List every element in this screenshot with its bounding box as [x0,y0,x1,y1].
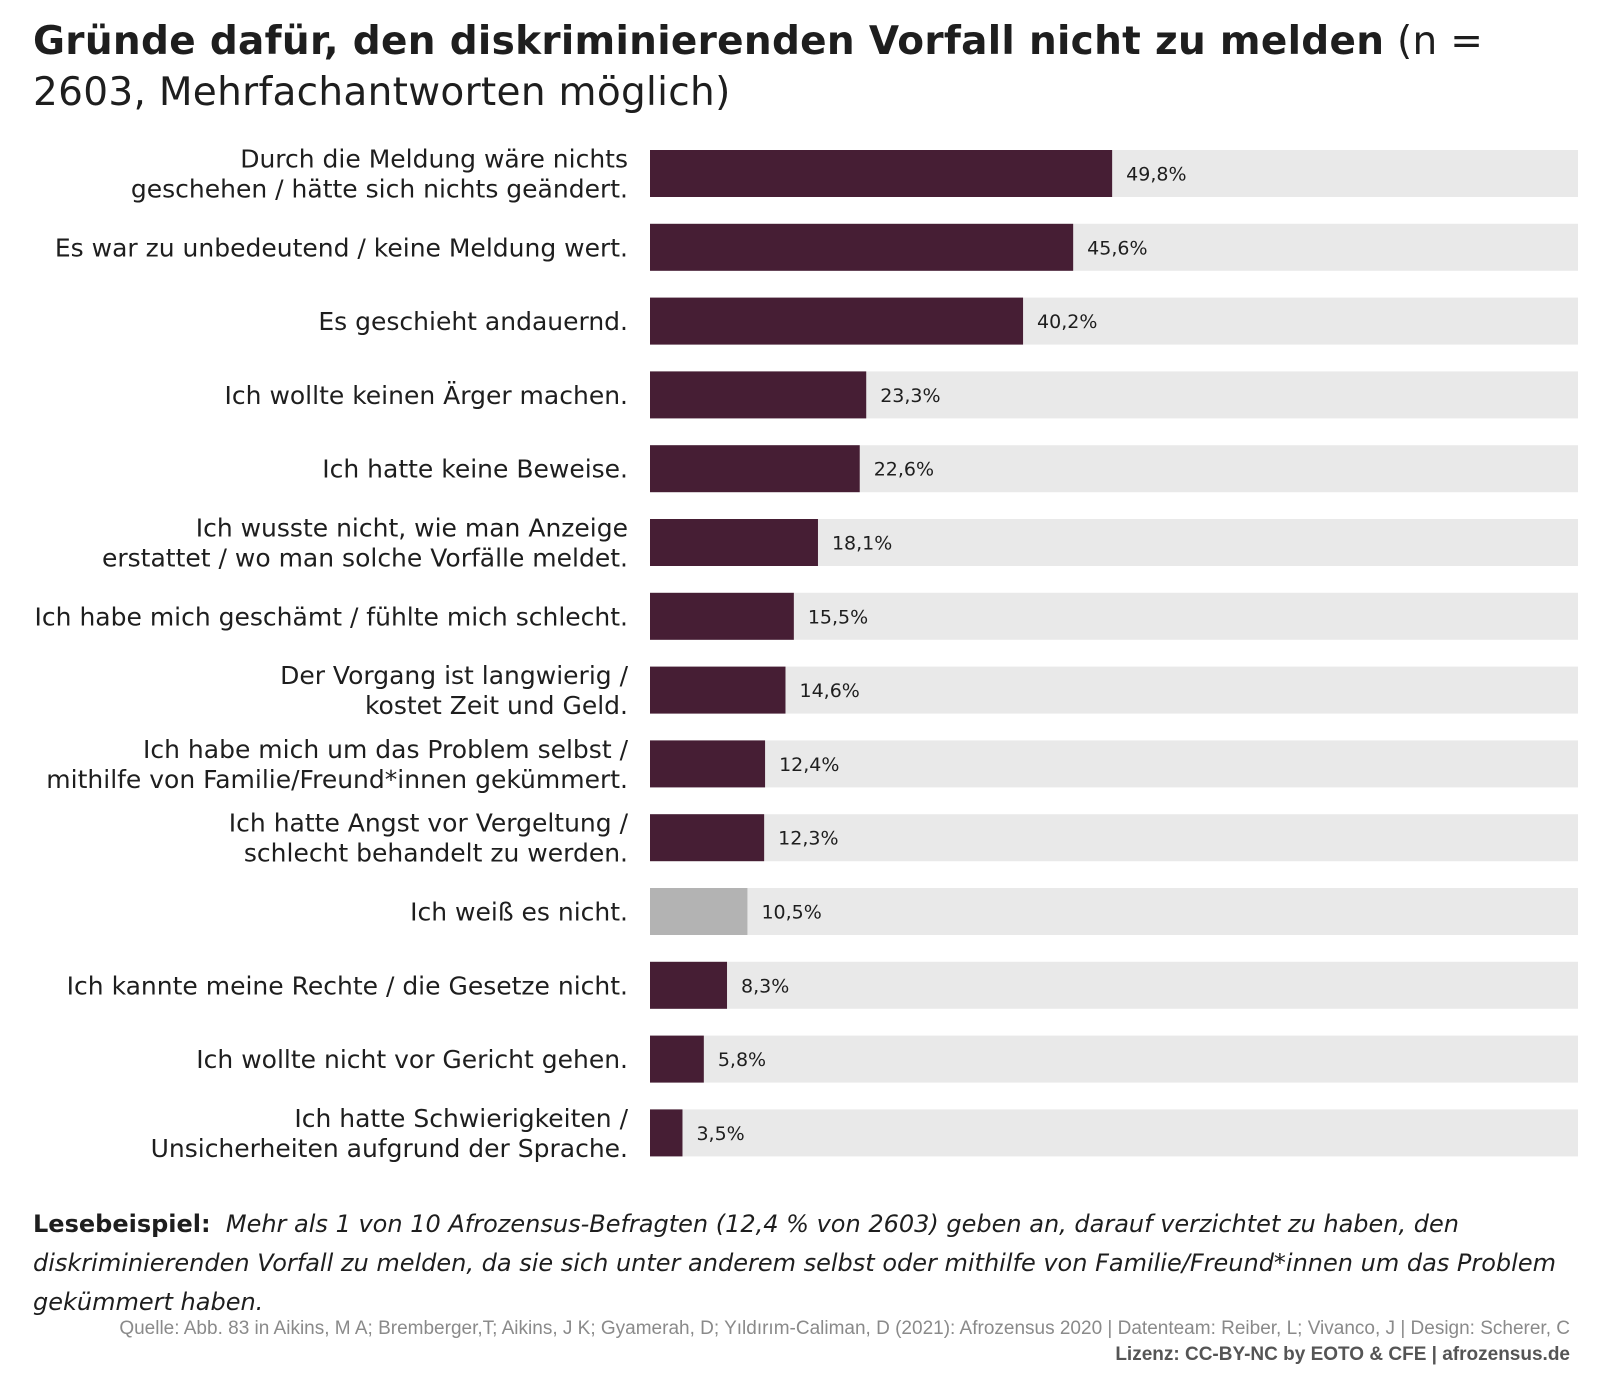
chart-title-note: (n = 2603, Mehrfachantworten möglich) [33,19,1484,115]
bar [650,223,1074,271]
value-label: 5,8% [718,1049,766,1071]
category-label: Ich wusste nicht, wie man Anzeige [196,514,628,543]
category-label: Ich wollte keinen Ärger machen. [225,381,628,410]
category-label: Unsicherheiten aufgrund der Sprache. [151,1134,628,1163]
category-label: Ich habe mich um das Problem selbst / [143,735,629,764]
value-label: 14,6% [799,680,859,702]
value-label: 18,1% [832,533,892,555]
category-label: kostet Zeit und Geld. [365,691,628,720]
category-label: schlecht behandelt zu werden. [244,839,628,868]
value-label: 23,3% [880,385,940,407]
bar-row: 5,8% Ich wollte nicht vor Gericht gehen. [196,1035,1578,1083]
bar-row: 15,5% Ich habe mich geschämt / fühlte mic… [35,592,1578,640]
bar [650,150,1113,197]
bar-row: 8,3% Ich kannte meine Rechte / die Gesetz… [67,961,1578,1009]
value-label: 3,5% [696,1123,744,1145]
reading-example-lead: Lesebeispiel: [33,1210,211,1238]
bar-row: 10,5% Ich weiß es nicht. [410,888,1578,935]
category-label: erstattet / wo man solche Vorfälle melde… [102,544,628,573]
value-label: 40,2% [1037,311,1097,333]
bar [650,519,818,566]
bar-track [650,592,1578,640]
bar-row: 40,2% Es geschieht andauernd. [318,297,1578,345]
value-label: 22,6% [874,459,934,481]
bar-row: 22,6% Ich hatte keine Beweise. [322,445,1578,493]
bar-row: 18,1% Ich wusste nicht, wie man Anzeigeer… [102,514,1578,573]
bar [650,592,794,640]
reading-example-text: Mehr als 1 von 10 Afrozensus-Befragten (… [33,1210,1556,1316]
bar-row: 3,5% Ich hatte Schwierigkeiten /Unsicherh… [151,1104,1578,1163]
bar [650,740,766,788]
bar-row: 12,3% Ich hatte Angst vor Vergeltung /sch… [229,809,1578,868]
bar [650,888,748,935]
category-label: Es geschieht andauernd. [318,307,628,336]
value-label: 10,5% [761,902,821,924]
bar [650,1035,704,1083]
bar [650,666,786,714]
category-label: Durch die Meldung wäre nichts [240,145,628,174]
chart-title: Gründe dafür, den diskriminierenden Vorf… [33,16,1573,118]
category-label: mithilfe von Familie/Freund*innen gekümm… [46,765,628,794]
bar-row: 23,3% Ich wollte keinen Ärger machen. [225,371,1578,419]
category-label: Ich hatte Schwierigkeiten / [294,1104,628,1133]
source-note: Quelle: Abb. 83 in Aikins, M A; Bremberg… [119,1318,1570,1339]
bar [650,445,860,493]
category-label: Ich kannte meine Rechte / die Gesetze ni… [67,971,628,1000]
bar-track [650,961,1578,1009]
chart-title-main: Gründe dafür, den diskriminierenden Vorf… [33,19,1385,64]
bar-row: 14,6% Der Vorgang ist langwierig /kostet … [280,661,1578,720]
reading-example: Lesebeispiel: Mehr als 1 von 10 Afrozens… [33,1205,1573,1322]
bar-track [650,740,1578,788]
category-label: Ich hatte keine Beweise. [322,455,628,484]
category-label: Der Vorgang ist langwierig / [280,661,629,690]
bar-chart: 49,8% Durch die Meldung wäre nichtsgesche… [35,145,1578,1163]
category-label: Ich habe mich geschämt / fühlte mich sch… [35,602,628,631]
bar-track [650,888,1578,935]
category-label: Es war zu unbedeutend / keine Meldung we… [55,233,628,262]
category-label: Ich wollte nicht vor Gericht gehen. [196,1045,628,1074]
bar-track [650,666,1578,714]
bar-row: 49,8% Durch die Meldung wäre nichtsgesche… [131,145,1578,204]
bar-row: 45,6% Es war zu unbedeutend / keine Meldu… [55,223,1578,271]
category-label: geschehen / hätte sich nichts geändert. [131,175,628,204]
bar [650,371,867,419]
bar [650,1109,683,1157]
value-label: 49,8% [1126,164,1186,186]
bar [650,961,728,1009]
value-label: 45,6% [1087,237,1147,259]
bar-row: 12,4% Ich habe mich um das Problem selbst… [46,735,1578,794]
bar-track [650,814,1578,862]
category-label: Ich hatte Angst vor Vergeltung / [229,809,629,838]
license-note: Lizenz: CC-BY-NC by EOTO & CFE | afrozen… [1115,1344,1570,1365]
bar-track [650,1035,1578,1083]
value-label: 12,3% [778,828,838,850]
value-label: 12,4% [779,754,839,776]
bar [650,297,1024,345]
value-label: 8,3% [741,975,789,997]
bar-track [650,1109,1578,1157]
category-label: Ich weiß es nicht. [410,898,628,927]
value-label: 15,5% [808,606,868,628]
bar [650,814,765,862]
